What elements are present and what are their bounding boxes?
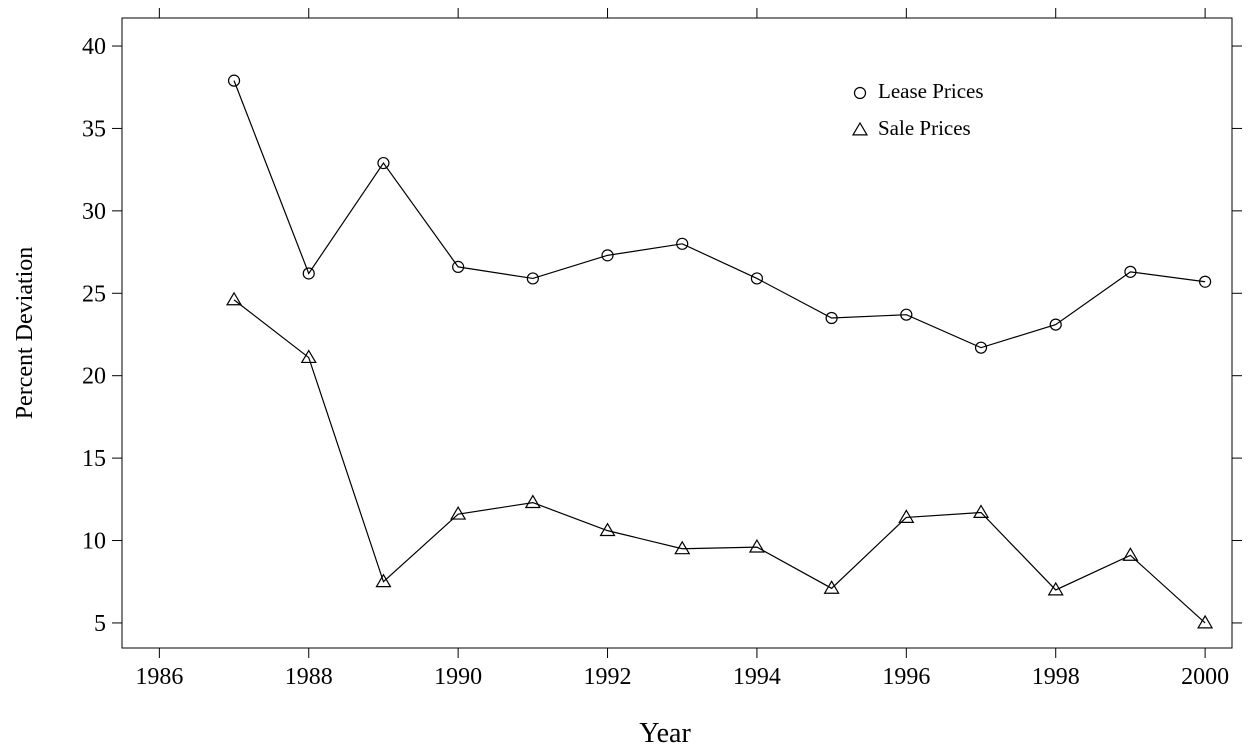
- point: [825, 311, 838, 325]
- x-tick-label: 1988: [285, 664, 333, 690]
- y-tick-label: 35: [82, 116, 106, 142]
- x-tick-label: 1996: [882, 664, 930, 690]
- point: [1197, 614, 1214, 629]
- point: [972, 504, 990, 519]
- legend-marker: [851, 121, 869, 136]
- point: [225, 291, 243, 306]
- point: [524, 494, 541, 509]
- point: [601, 249, 614, 262]
- point: [1124, 265, 1137, 278]
- legend-label: Lease Prices: [878, 79, 984, 103]
- legend-label: Sale Prices: [878, 116, 971, 140]
- point: [452, 260, 465, 274]
- point: [227, 74, 241, 87]
- point: [377, 156, 390, 170]
- point: [1122, 547, 1139, 561]
- x-tick-label: 1994: [733, 664, 781, 690]
- point: [599, 522, 616, 537]
- point: [676, 237, 689, 250]
- point: [450, 505, 467, 520]
- y-tick-label: 5: [94, 611, 106, 637]
- point: [300, 349, 317, 364]
- point: [974, 341, 988, 354]
- y-axis-label: Percent Deviation: [12, 247, 38, 420]
- point: [898, 509, 915, 523]
- point: [900, 308, 913, 321]
- x-axis-label: Year: [639, 718, 691, 749]
- y-tick-label: 10: [82, 529, 106, 555]
- point: [1049, 318, 1062, 331]
- series-line: [233, 299, 1206, 624]
- point: [1199, 275, 1212, 288]
- plot-frame: [121, 17, 1233, 649]
- point: [748, 538, 765, 553]
- y-tick-label: 15: [82, 446, 106, 472]
- y-tick-label: 40: [82, 34, 106, 60]
- x-tick-label: 1992: [584, 664, 632, 690]
- x-tick-label: 1998: [1032, 664, 1080, 690]
- point: [674, 540, 691, 555]
- series-line: [233, 80, 1206, 349]
- y-tick-label: 30: [82, 199, 106, 225]
- x-tick-label: 2000: [1181, 664, 1229, 690]
- x-tick-label: 1986: [135, 664, 183, 690]
- point: [526, 272, 539, 285]
- point: [375, 573, 392, 588]
- y-tick-label: 20: [82, 364, 106, 390]
- legend-marker: [853, 86, 867, 100]
- point: [302, 267, 315, 280]
- point: [1047, 581, 1064, 596]
- x-tick-label: 1990: [434, 664, 482, 690]
- point: [823, 580, 840, 594]
- point: [750, 272, 764, 285]
- y-tick-label: 25: [82, 281, 106, 307]
